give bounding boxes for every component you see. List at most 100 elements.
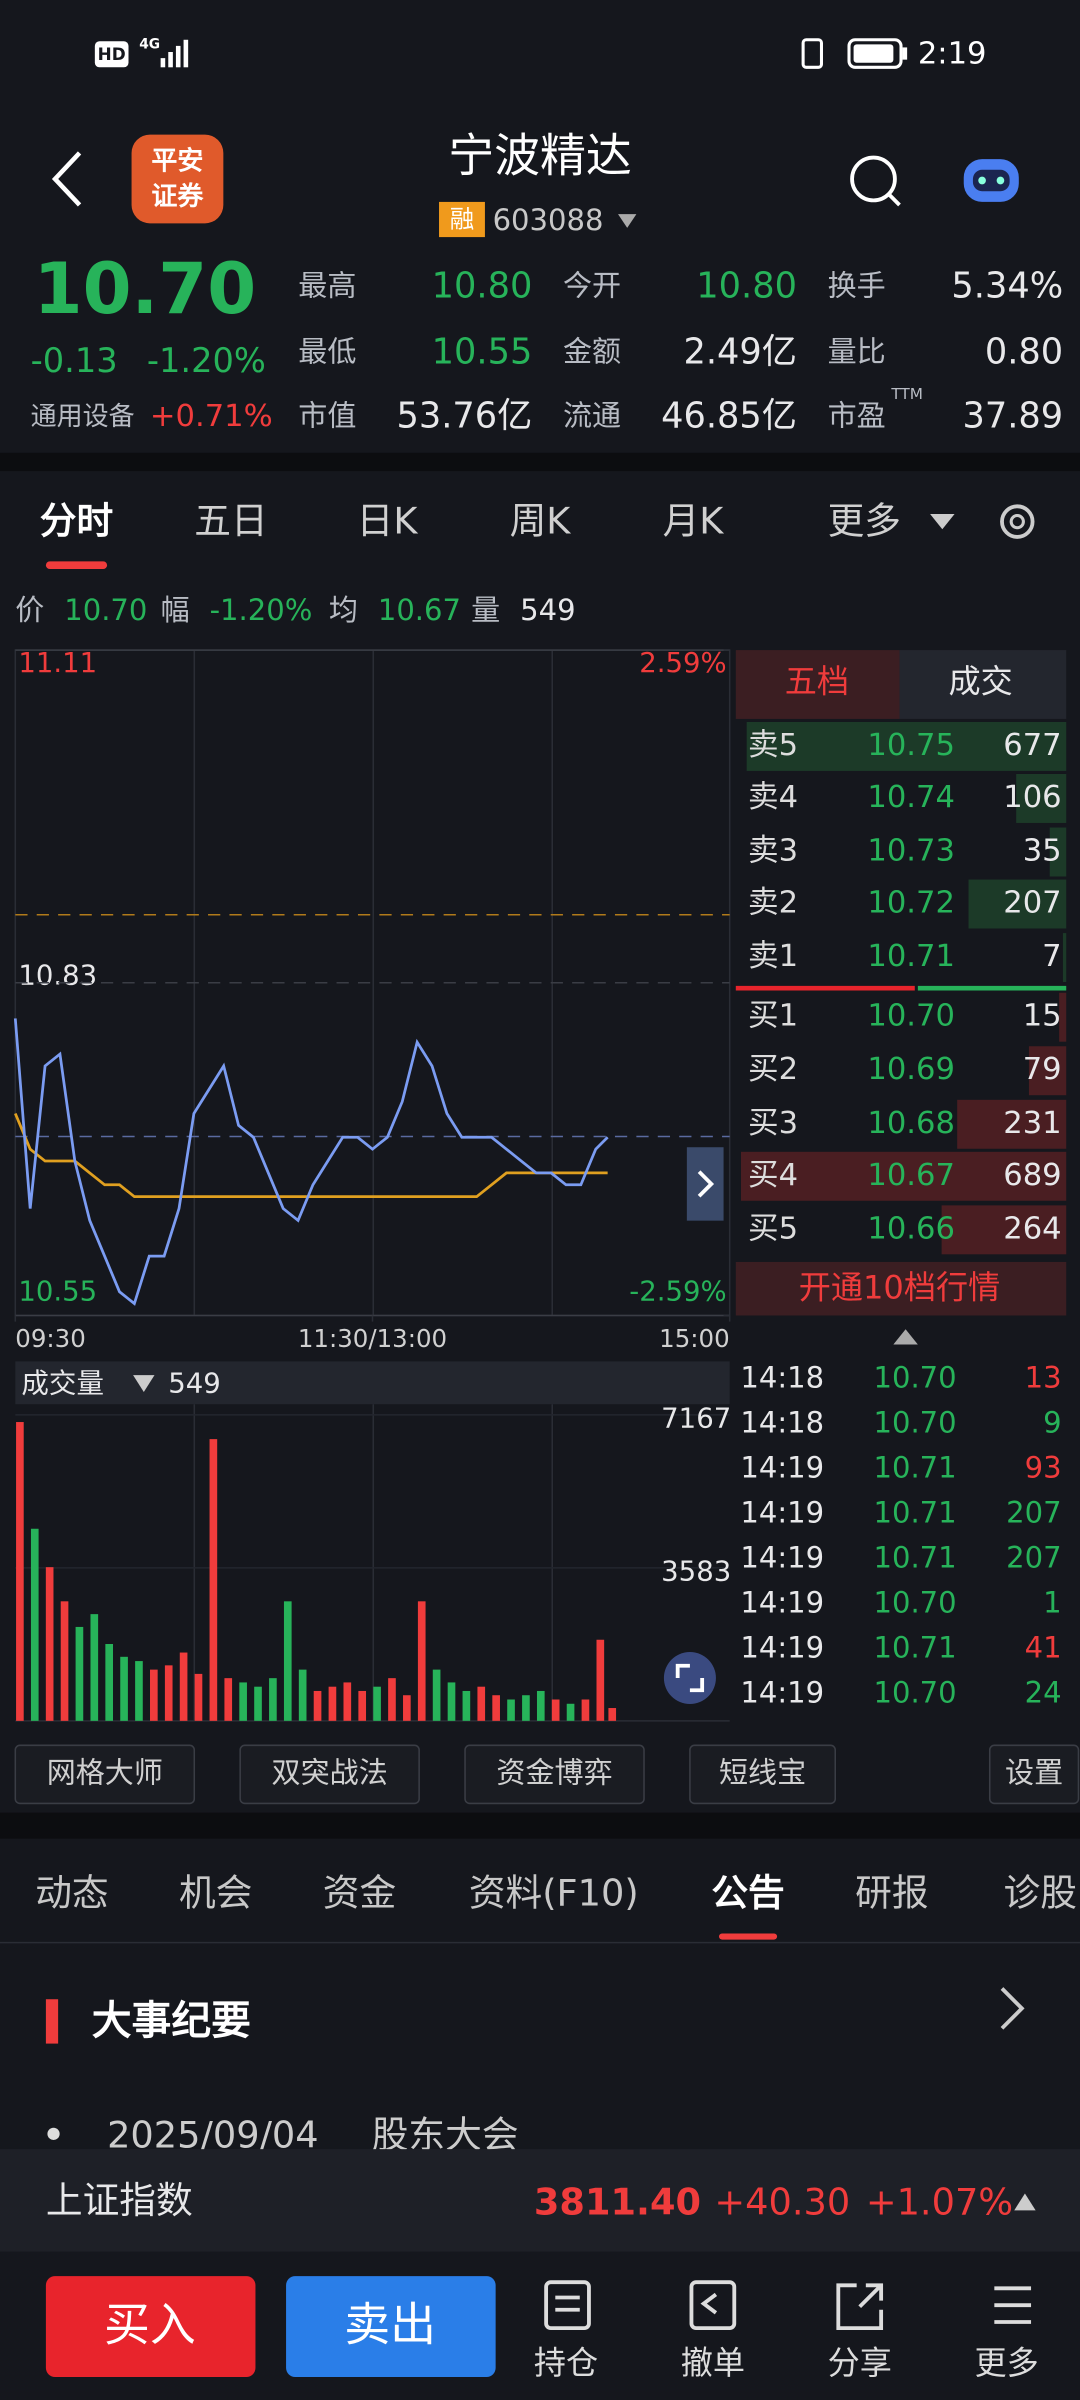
volume-title[interactable]: 成交量 bbox=[21, 1367, 104, 1399]
period-tab[interactable]: 月K bbox=[663, 500, 725, 543]
period-tab[interactable]: 日K bbox=[357, 500, 419, 543]
trade-price: 10.70 bbox=[873, 1361, 956, 1395]
info-tab[interactable]: 动态 bbox=[35, 1872, 108, 1915]
tool-label[interactable]: 双突战法 bbox=[272, 1755, 388, 1789]
sell-button[interactable] bbox=[286, 2276, 496, 2378]
trade-volume: 41 bbox=[1025, 1631, 1062, 1665]
info-value: -1.20% bbox=[210, 593, 313, 627]
volume-bar bbox=[16, 1422, 24, 1721]
stat-value: 0.80 bbox=[985, 331, 1063, 372]
volume-bar bbox=[403, 1695, 411, 1721]
action-label[interactable]: 撤单 bbox=[681, 2344, 745, 2382]
volume-bar bbox=[328, 1686, 337, 1721]
info-tab[interactable]: 公告 bbox=[711, 1872, 784, 1915]
sell-label[interactable]: 卖出 bbox=[344, 2298, 436, 2352]
search-button[interactable] bbox=[850, 155, 901, 207]
chevron[interactable] bbox=[1000, 1987, 1025, 2030]
info-value: 10.70 bbox=[64, 593, 147, 627]
depth-bar bbox=[957, 1099, 1067, 1149]
volume-bar bbox=[105, 1644, 114, 1721]
upgrade-bg[interactable] bbox=[735, 1261, 1067, 1316]
volume-bar bbox=[150, 1669, 158, 1721]
tool-label[interactable]: 短线宝 bbox=[719, 1755, 806, 1789]
action-label[interactable]: 更多 bbox=[974, 2344, 1038, 2382]
info-tab[interactable]: 资料(F10) bbox=[469, 1872, 639, 1915]
info-tab[interactable]: 机会 bbox=[179, 1872, 252, 1915]
stat-note: TTM bbox=[890, 385, 923, 403]
book-tab[interactable]: 五档 bbox=[785, 663, 849, 701]
expand-icon[interactable] bbox=[1014, 2193, 1036, 2211]
stat-value: 10.55 bbox=[432, 331, 533, 372]
volume-bar bbox=[417, 1601, 426, 1721]
book-label: 买3 bbox=[748, 1106, 798, 1141]
stat-value: 5.34% bbox=[951, 266, 1063, 307]
tool-button[interactable] bbox=[988, 1744, 1080, 1805]
volume-bar bbox=[492, 1695, 500, 1721]
tool-button[interactable] bbox=[239, 1744, 420, 1805]
trade-time: 14:19 bbox=[740, 1451, 824, 1485]
trade-volume: 24 bbox=[1025, 1676, 1062, 1710]
tool-label[interactable]: 资金博弈 bbox=[496, 1755, 612, 1789]
assistant-button[interactable] bbox=[963, 159, 1019, 202]
index-bar[interactable] bbox=[0, 2149, 1080, 2252]
tool-button[interactable] bbox=[464, 1744, 645, 1805]
action-label[interactable]: 持仓 bbox=[534, 2344, 598, 2382]
y2-tick-label: -2.59% bbox=[629, 1276, 726, 1308]
industry-pct: +0.71% bbox=[150, 399, 273, 434]
volume-bar bbox=[388, 1678, 396, 1721]
index-change: +40.30 bbox=[714, 2181, 850, 2224]
trade-volume: 207 bbox=[1006, 1541, 1061, 1575]
tool-button[interactable] bbox=[689, 1744, 837, 1805]
tab-active-bg bbox=[735, 650, 900, 719]
period-tab[interactable]: 周K bbox=[510, 500, 572, 543]
stat-value: 2.49亿 bbox=[683, 331, 797, 372]
stat-value: 10.80 bbox=[432, 266, 533, 307]
buy-button[interactable] bbox=[45, 2276, 256, 2378]
collapse-icon[interactable] bbox=[893, 1329, 918, 1345]
book-label: 买2 bbox=[748, 1052, 798, 1087]
industry: 通用设备 bbox=[31, 402, 135, 432]
buy-label[interactable]: 买入 bbox=[104, 2298, 196, 2352]
expand-button[interactable] bbox=[686, 1147, 724, 1221]
stat-label: 换手 bbox=[828, 269, 886, 303]
book-price: 10.70 bbox=[867, 999, 955, 1034]
tool-button[interactable] bbox=[14, 1744, 196, 1805]
fullscreen-button[interactable] bbox=[663, 1652, 716, 1705]
period-tab[interactable]: 更多 bbox=[828, 500, 901, 543]
depth-bar bbox=[1016, 773, 1067, 823]
book-volume: 231 bbox=[1003, 1106, 1061, 1141]
trade-volume: 9 bbox=[1043, 1406, 1061, 1440]
back-button[interactable] bbox=[51, 151, 82, 207]
stock-name: 宁波精达 bbox=[448, 129, 632, 183]
book-volume: 106 bbox=[1003, 780, 1061, 815]
volume-bar bbox=[343, 1682, 352, 1721]
y-tick-label: 10.83 bbox=[18, 960, 97, 992]
period-tab[interactable]: 五日 bbox=[194, 500, 267, 543]
broker-logo[interactable] bbox=[131, 134, 224, 224]
trade-volume: 207 bbox=[1006, 1496, 1061, 1530]
info-tab[interactable]: 诊股 bbox=[1004, 1872, 1077, 1915]
book-price: 10.69 bbox=[867, 1052, 955, 1087]
dropdown-icon[interactable] bbox=[618, 214, 637, 228]
settings-button[interactable] bbox=[1000, 504, 1035, 539]
volume-bar bbox=[164, 1665, 173, 1721]
book-volume: 15 bbox=[1023, 999, 1062, 1034]
trade-price: 10.71 bbox=[873, 1541, 956, 1575]
info-tab[interactable]: 研报 bbox=[855, 1872, 928, 1915]
volume-bar bbox=[179, 1652, 188, 1721]
stat-value: 37.89 bbox=[962, 396, 1063, 437]
tool-label[interactable]: 设置 bbox=[1005, 1755, 1063, 1789]
margin-badge-text: 融 bbox=[450, 204, 474, 233]
upgrade-link[interactable]: 开通10档行情 bbox=[799, 1268, 1000, 1306]
stat-label: 量比 bbox=[828, 334, 886, 368]
info-tab[interactable]: 资金 bbox=[323, 1872, 396, 1915]
stat-value: 53.76亿 bbox=[396, 396, 532, 437]
book-tab[interactable]: 成交 bbox=[948, 663, 1012, 701]
trade-price: 10.70 bbox=[873, 1406, 956, 1440]
volume-bar bbox=[90, 1614, 99, 1721]
depth-bar bbox=[1028, 1046, 1067, 1096]
action-label[interactable]: 分享 bbox=[828, 2344, 892, 2382]
depth-bar bbox=[740, 1151, 1067, 1201]
tool-label[interactable]: 网格大师 bbox=[47, 1755, 163, 1789]
period-tab[interactable]: 分时 bbox=[40, 500, 113, 543]
